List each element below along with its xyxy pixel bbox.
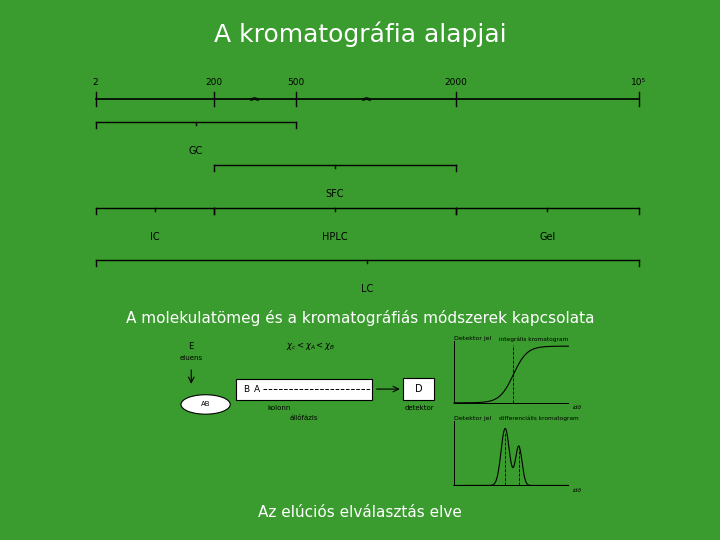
Text: AB: AB xyxy=(201,401,210,408)
Text: állófázis: állófázis xyxy=(290,415,318,421)
Text: integrális kromatogram: integrális kromatogram xyxy=(499,336,568,342)
Text: LC: LC xyxy=(361,284,374,294)
Text: A molekulatömeg és a kromatográfiás módszerek kapcsolata: A molekulatömeg és a kromatográfiás móds… xyxy=(126,310,594,327)
Text: 10⁵: 10⁵ xyxy=(631,78,647,87)
Text: E: E xyxy=(189,342,194,351)
Text: idő: idő xyxy=(573,488,582,493)
Text: $\chi_c < \chi_A < \chi_B$: $\chi_c < \chi_A < \chi_B$ xyxy=(286,340,335,352)
Text: D: D xyxy=(415,384,423,394)
Text: B: B xyxy=(243,384,249,394)
Text: GC: GC xyxy=(189,146,203,156)
Text: Az elúciós elválasztás elve: Az elúciós elválasztás elve xyxy=(258,505,462,520)
Text: HPLC: HPLC xyxy=(322,232,348,242)
Text: 2000: 2000 xyxy=(444,78,467,87)
FancyBboxPatch shape xyxy=(403,378,434,401)
Text: Detektor jel: Detektor jel xyxy=(454,336,491,341)
Text: 200: 200 xyxy=(205,78,222,87)
Text: Gel: Gel xyxy=(539,232,555,242)
Text: detektor: detektor xyxy=(404,405,434,411)
Text: 2: 2 xyxy=(93,78,99,87)
Text: A kromatográfia alapjai: A kromatográfia alapjai xyxy=(214,22,506,47)
Text: $\rangle\!\rangle$: $\rangle\!\rangle$ xyxy=(361,95,374,102)
Text: 500: 500 xyxy=(288,78,305,87)
Text: $\rangle\!\rangle$: $\rangle\!\rangle$ xyxy=(248,95,261,102)
Text: Detektor jel: Detektor jel xyxy=(454,416,491,421)
Text: differenciális kromatogram: differenciális kromatogram xyxy=(499,416,579,421)
Text: idő: idő xyxy=(573,405,582,410)
Text: IC: IC xyxy=(150,232,159,242)
Text: SFC: SFC xyxy=(325,189,344,199)
FancyBboxPatch shape xyxy=(236,379,372,400)
Text: kolonn: kolonn xyxy=(268,405,291,411)
Circle shape xyxy=(181,395,230,414)
Text: A: A xyxy=(254,384,260,394)
Text: eluens: eluens xyxy=(180,355,203,361)
